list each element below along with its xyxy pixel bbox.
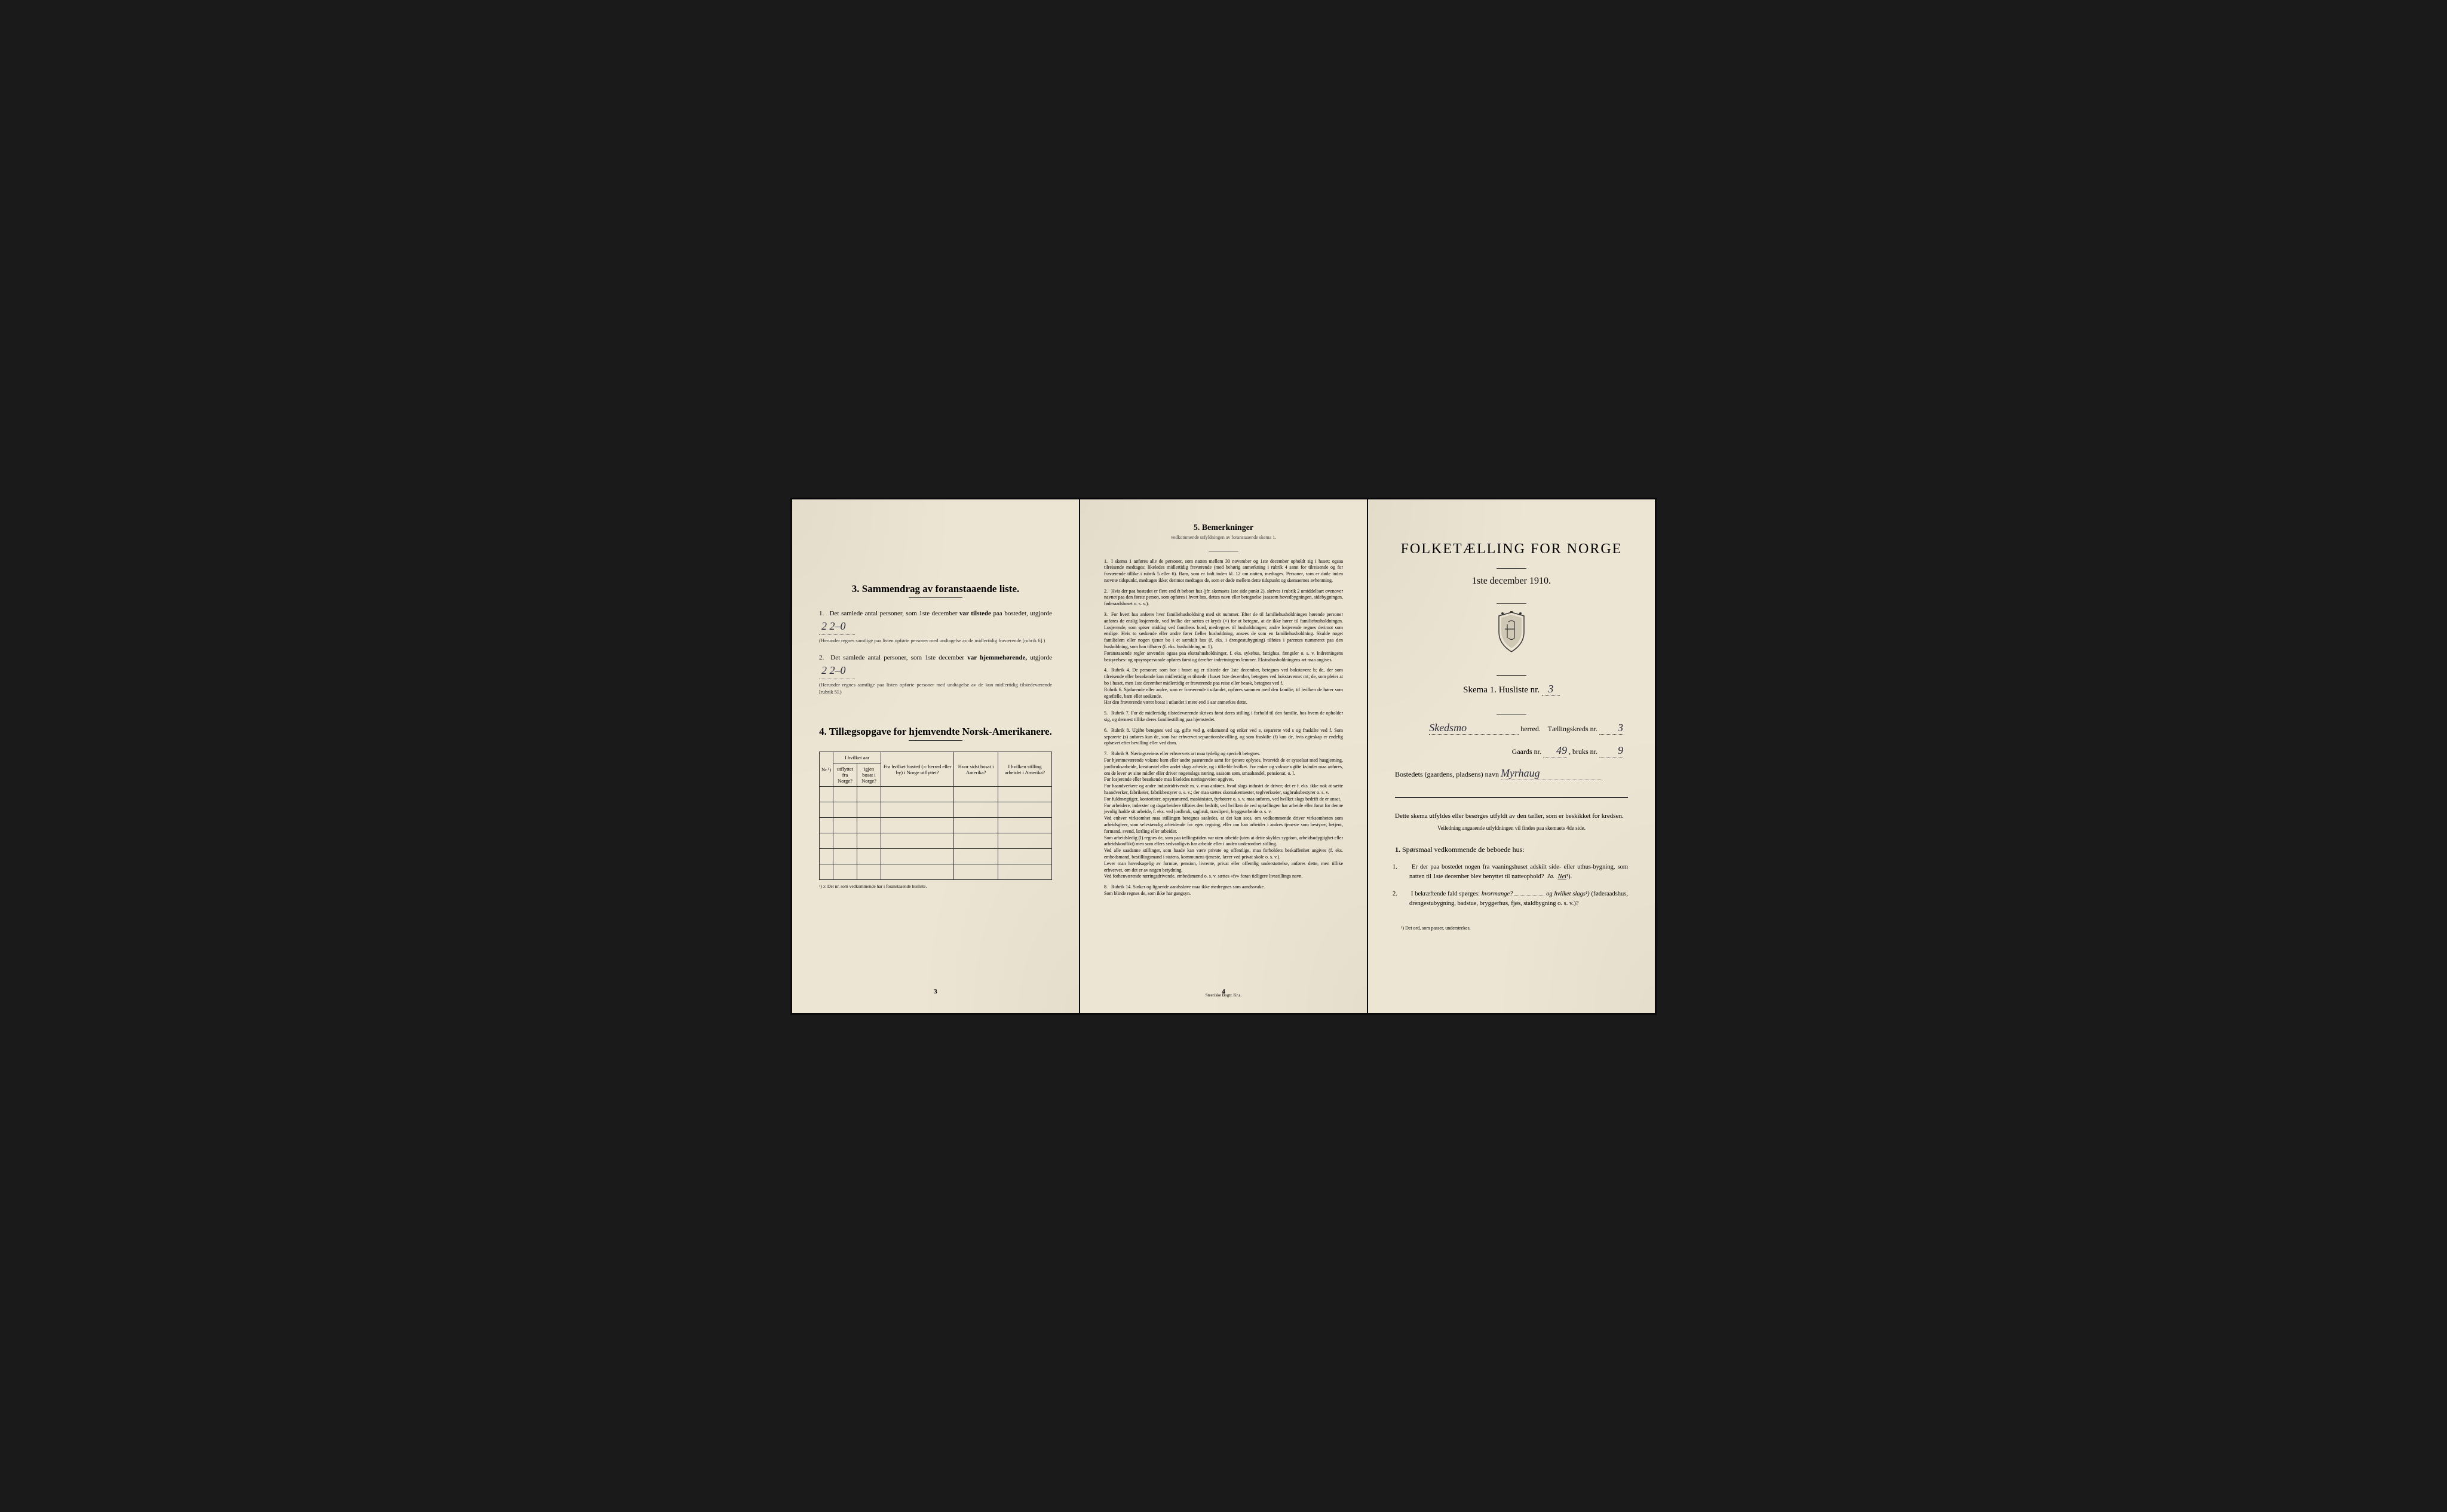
table-row — [820, 849, 1052, 864]
main-divider — [1395, 797, 1628, 798]
gaards-line: Gaards nr. 49 , bruks nr. 9 — [1395, 744, 1628, 757]
husliste-nr: 3 — [1542, 683, 1560, 696]
table-row — [820, 802, 1052, 818]
item-1-note: (Herunder regnes samtlige paa listen opf… — [819, 637, 1052, 645]
bemerk-8-text: Rubrik 14. Sinker og lignende aandssløve… — [1104, 884, 1265, 896]
bemerk-subtitle: vedkommende utfyldningen av foranstaaend… — [1104, 535, 1343, 540]
item-2-bold: var hjemmehørende, — [967, 654, 1027, 661]
printer-mark: Steen'ske Bogtr. Kr.a. — [1206, 993, 1242, 998]
item-2-value: 2 2–0 — [819, 663, 855, 679]
herred-line: Skedsmo herred. Tællingskreds nr. 3 — [1395, 722, 1628, 735]
q1-num: 1. — [1401, 863, 1409, 872]
item-1-post: paa bostedet, utgjorde — [993, 610, 1052, 617]
q1-sup: ¹). — [1566, 873, 1572, 880]
q1-ja: Ja. — [1547, 873, 1555, 880]
th-stilling: I hvilken stilling arbeidet i Amerika? — [998, 752, 1051, 787]
divider — [909, 740, 962, 741]
bruks-value: 9 — [1599, 744, 1623, 757]
table-footnote: ¹) ɔ: Det nr. som vedkommende har i fora… — [819, 884, 1052, 889]
bemerk-5-text: Rubrik 7. For de midlertidig tilstedevær… — [1104, 710, 1343, 722]
item-1: 1. Det samlede antal personer, som 1ste … — [819, 609, 1052, 645]
bemerk-1: 1.I skema 1 anføres alle de personer, so… — [1104, 559, 1343, 584]
bemerk-2-text: Hvis der paa bostedet er flere end ét be… — [1104, 588, 1343, 607]
bruks-label: , bruks nr. — [1569, 747, 1597, 756]
question-header: 1. Spørsmaal vedkommende de beboede hus: — [1395, 845, 1628, 854]
q1-text: Er der paa bostedet nogen fra vaaningshu… — [1409, 864, 1628, 880]
item-2: 2. Det samlede antal personer, som 1ste … — [819, 653, 1052, 696]
gaards-label: Gaards nr. — [1512, 747, 1541, 756]
q-header-text: Spørsmaal vedkommende de beboede hus: — [1402, 845, 1525, 854]
section-4: 4. Tillægsopgave for hjemvendte Norsk-Am… — [819, 726, 1052, 889]
divider — [1497, 675, 1526, 676]
herred-value: Skedsmo — [1429, 722, 1519, 735]
question-2: 2. I bekræftende fald spørges: hvormange… — [1395, 890, 1628, 909]
supplement-table: Nr.¹) I hvilket aar Fra hvilket bosted (… — [819, 752, 1052, 880]
bemerk-6-text: Rubrik 8. Ugifte betegnes ved ug, gifte … — [1104, 728, 1343, 746]
table-row — [820, 833, 1052, 849]
bemerk-4-text: Rubrik 4. De personer, som bor i huset o… — [1104, 667, 1343, 705]
bosted-label: Bostedets (gaardens, pladsens) navn — [1395, 770, 1499, 778]
item-2-note: (Herunder regnes samtlige paa listen opf… — [819, 682, 1052, 696]
footnote: ¹) Det ord, som passer, understrekes. — [1395, 925, 1628, 931]
herred-label: herred. — [1520, 725, 1541, 733]
item-1-pre: Det samlede antal personer, som 1ste dec… — [830, 610, 958, 617]
q2-c: og hvilket slags¹) — [1546, 891, 1589, 897]
q-header-num: 1. — [1395, 845, 1400, 854]
page-left: 3. Sammendrag av foranstaaende liste. 1.… — [792, 499, 1079, 1013]
q2-b: hvormange? — [1482, 891, 1513, 897]
instruction: Dette skema utfyldes eller besørges utfy… — [1395, 811, 1628, 822]
th-nr: Nr.¹) — [820, 752, 833, 787]
page-right: FOLKETÆLLING FOR NORGE 1ste december 191… — [1368, 499, 1655, 1013]
kreds-label: Tællingskreds nr. — [1548, 725, 1597, 733]
skema-line: Skema 1. Husliste nr. 3 — [1395, 683, 1628, 696]
divider — [1497, 603, 1526, 604]
th-utflyttet: utflyttet fra Norge? — [833, 763, 857, 787]
bemerk-8: 8.Rubrik 14. Sinker og lignende aandsslø… — [1104, 884, 1343, 897]
item-1-bold: var tilstede — [959, 610, 991, 617]
coat-of-arms-icon — [1395, 611, 1628, 657]
gaards-value: 49 — [1543, 744, 1567, 757]
section-4-title: 4. Tillægsopgave for hjemvendte Norsk-Am… — [819, 726, 1052, 738]
bemerk-2: 2.Hvis der paa bostedet er flere end ét … — [1104, 588, 1343, 608]
kreds-value: 3 — [1599, 722, 1623, 735]
th-igjen: igjen bosat i Norge? — [857, 763, 881, 787]
q2-a: I bekræftende fald spørges: — [1411, 891, 1480, 897]
bemerk-1-text: I skema 1 anføres alle de personer, som … — [1104, 559, 1343, 583]
main-title: FOLKETÆLLING FOR NORGE — [1395, 541, 1628, 557]
main-date: 1ste december 1910. — [1395, 576, 1628, 587]
divider — [1497, 568, 1526, 569]
table-row — [820, 864, 1052, 880]
bosted-line: Bostedets (gaardens, pladsens) navn Myrh… — [1395, 767, 1628, 780]
page-middle: 5. Bemerkninger vedkommende utfyldningen… — [1080, 499, 1367, 1013]
divider — [909, 597, 962, 598]
item-2-pre: Det samlede antal personer, som 1ste dec… — [830, 654, 964, 661]
bemerk-3-text: For hvert hus anføres hver familiehushol… — [1104, 612, 1343, 663]
document-container: 3. Sammendrag av foranstaaende liste. 1.… — [790, 498, 1657, 1015]
item-2-post: utgjorde — [1030, 654, 1052, 661]
section-3-title: 3. Sammendrag av foranstaaende liste. — [819, 583, 1052, 595]
bemerk-7-text: Rubrik 9. Næringsveiens eller erhvervets… — [1104, 751, 1343, 879]
instruction-sub: Veiledning angaaende utfyldningen vil fi… — [1395, 825, 1628, 831]
bemerk-title: 5. Bemerkninger — [1104, 523, 1343, 533]
q1-nei: Nei — [1557, 873, 1566, 880]
bemerk-6: 6.Rubrik 8. Ugifte betegnes ved ug, gift… — [1104, 728, 1343, 747]
th-bosted: Fra hvilket bosted (ɔ: herred eller by) … — [881, 752, 954, 787]
th-aar: I hvilket aar — [833, 752, 881, 763]
q2-num: 2. — [1401, 890, 1409, 899]
page-number: 3 — [934, 988, 937, 995]
table-row — [820, 787, 1052, 802]
bemerk-4: 4.Rubrik 4. De personer, som bor i huset… — [1104, 667, 1343, 706]
bosted-value: Myrhaug — [1501, 767, 1602, 780]
question-1: 1. Er der paa bostedet nogen fra vaaning… — [1395, 863, 1628, 882]
bemerk-5: 5.Rubrik 7. For de midlertidig tilstedev… — [1104, 710, 1343, 723]
bemerk-3: 3.For hvert hus anføres hver familiehush… — [1104, 612, 1343, 663]
table-row — [820, 818, 1052, 833]
bemerk-7: 7.Rubrik 9. Næringsveiens eller erhverve… — [1104, 751, 1343, 880]
skema-label: Skema 1. Husliste nr. — [1463, 685, 1540, 695]
section-3: 3. Sammendrag av foranstaaende liste. 1.… — [819, 583, 1052, 697]
item-1-value: 2 2–0 — [819, 618, 855, 635]
th-amerika-sted: Hvor sidst bosat i Amerika? — [954, 752, 998, 787]
